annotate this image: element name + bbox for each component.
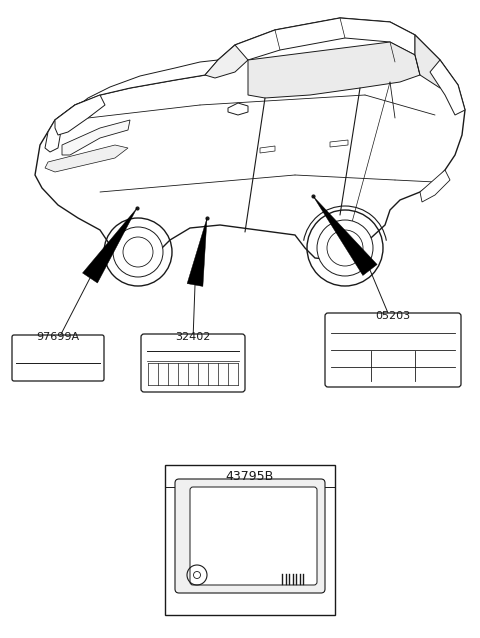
- Circle shape: [193, 572, 201, 579]
- Polygon shape: [205, 45, 248, 78]
- Polygon shape: [35, 18, 465, 262]
- Bar: [165, 465, 335, 615]
- Polygon shape: [313, 196, 377, 276]
- Polygon shape: [45, 105, 75, 152]
- Polygon shape: [248, 42, 420, 98]
- Polygon shape: [62, 120, 130, 155]
- FancyBboxPatch shape: [141, 334, 245, 392]
- Polygon shape: [430, 60, 465, 115]
- Polygon shape: [420, 170, 450, 202]
- Polygon shape: [415, 35, 448, 88]
- Polygon shape: [330, 140, 348, 147]
- FancyBboxPatch shape: [12, 335, 104, 381]
- Circle shape: [327, 230, 363, 266]
- Text: 32402: 32402: [175, 332, 211, 342]
- FancyBboxPatch shape: [175, 479, 325, 593]
- Polygon shape: [260, 146, 275, 153]
- Polygon shape: [62, 60, 218, 125]
- FancyBboxPatch shape: [325, 313, 461, 387]
- Circle shape: [317, 220, 373, 276]
- Polygon shape: [228, 103, 248, 115]
- Polygon shape: [45, 145, 128, 172]
- Polygon shape: [235, 18, 415, 60]
- Text: 97699A: 97699A: [36, 332, 80, 342]
- Circle shape: [113, 227, 163, 277]
- Text: 05203: 05203: [375, 311, 410, 321]
- Polygon shape: [83, 208, 137, 283]
- Text: 43795B: 43795B: [226, 470, 274, 482]
- Polygon shape: [55, 95, 105, 135]
- Circle shape: [123, 237, 153, 267]
- FancyBboxPatch shape: [190, 487, 317, 585]
- Polygon shape: [187, 218, 207, 286]
